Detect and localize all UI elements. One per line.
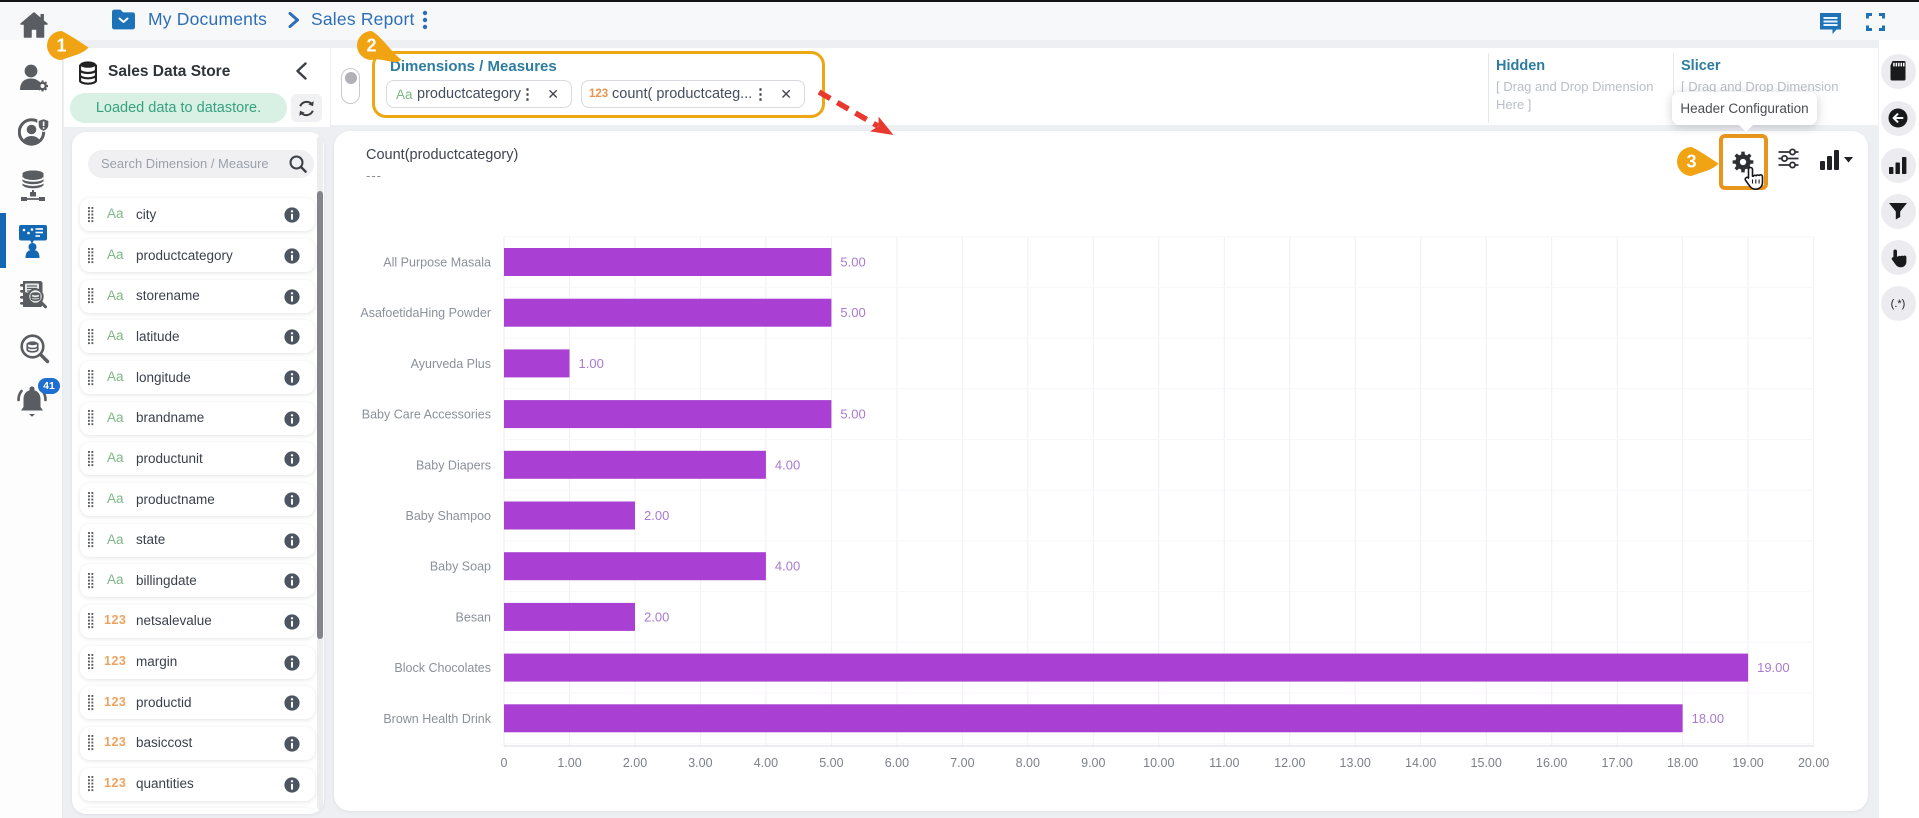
svg-text:12.00: 12.00 — [1274, 756, 1305, 770]
svg-text:All Purpose Masala: All Purpose Masala — [383, 256, 491, 270]
svg-text:3.00: 3.00 — [688, 756, 712, 770]
svg-text:5.00: 5.00 — [819, 756, 843, 770]
svg-text:4.00: 4.00 — [775, 559, 800, 574]
svg-text:4.00: 4.00 — [775, 457, 800, 472]
svg-text:0: 0 — [501, 756, 508, 770]
svg-text:13.00: 13.00 — [1340, 756, 1371, 770]
svg-text:15.00: 15.00 — [1471, 756, 1502, 770]
svg-text:18.00: 18.00 — [1692, 711, 1725, 726]
svg-text:1.00: 1.00 — [579, 356, 604, 371]
svg-text:18.00: 18.00 — [1667, 756, 1698, 770]
svg-text:10.00: 10.00 — [1143, 756, 1174, 770]
svg-text:Block Chocolates: Block Chocolates — [394, 661, 491, 675]
svg-text:11.00: 11.00 — [1209, 756, 1239, 770]
svg-text:8.00: 8.00 — [1016, 756, 1040, 770]
svg-text:Baby Soap: Baby Soap — [430, 560, 491, 574]
svg-text:Baby Care Accessories: Baby Care Accessories — [362, 408, 491, 422]
svg-text:14.00: 14.00 — [1405, 756, 1436, 770]
svg-text:Baby Diapers: Baby Diapers — [416, 458, 491, 472]
svg-text:5.00: 5.00 — [840, 407, 865, 422]
svg-text:Besan: Besan — [456, 610, 491, 624]
svg-text:16.00: 16.00 — [1536, 756, 1567, 770]
svg-text:Brown Health Drink: Brown Health Drink — [383, 712, 491, 726]
svg-text:1: 1 — [56, 36, 66, 56]
svg-text:Baby Shampoo: Baby Shampoo — [406, 509, 492, 523]
svg-text:9.00: 9.00 — [1081, 756, 1105, 770]
svg-text:19.00: 19.00 — [1732, 756, 1763, 770]
svg-text:5.00: 5.00 — [840, 305, 865, 320]
svg-text:17.00: 17.00 — [1602, 756, 1633, 770]
svg-text:6.00: 6.00 — [885, 756, 909, 770]
svg-text:1.00: 1.00 — [557, 756, 581, 770]
svg-text:19.00: 19.00 — [1757, 660, 1790, 675]
svg-text:2.00: 2.00 — [644, 609, 669, 624]
svg-text:3: 3 — [1686, 152, 1696, 172]
svg-text:7.00: 7.00 — [950, 756, 974, 770]
svg-text:20.00: 20.00 — [1798, 756, 1829, 770]
svg-text:(.*): (.*) — [1891, 298, 1906, 310]
svg-text:4.00: 4.00 — [754, 756, 778, 770]
svg-text:2: 2 — [366, 36, 376, 56]
svg-text:2.00: 2.00 — [644, 508, 669, 523]
svg-text:Ayurveda Plus: Ayurveda Plus — [411, 357, 491, 371]
svg-text:2.00: 2.00 — [623, 756, 647, 770]
svg-text:AsafoetidaHing Powder: AsafoetidaHing Powder — [360, 306, 491, 320]
svg-text:5.00: 5.00 — [840, 255, 865, 270]
